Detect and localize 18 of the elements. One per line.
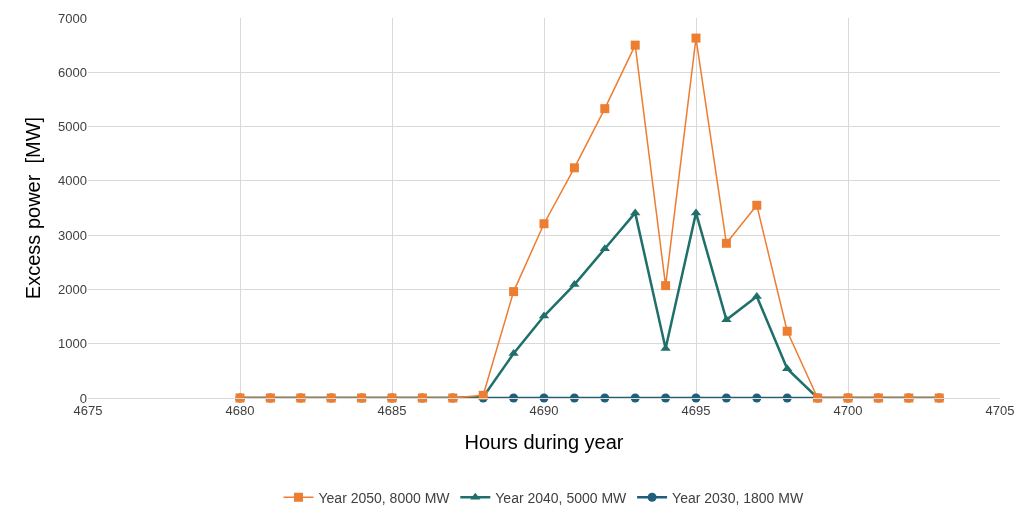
x-tick-label: 4695 [681,402,711,418]
legend-label: Year 2050, 8000 MW [318,489,451,506]
x-tick-label: 4700 [833,402,863,418]
x-tick-label: 4680 [225,402,255,418]
x-tick-label: 4685 [377,402,407,418]
y-tick-label: 7000 [58,10,87,26]
y-tick-label: 1000 [58,336,87,352]
y-tick-label: 5000 [58,119,87,135]
y-tick-label: 4000 [58,173,87,189]
x-tick-label: 4705 [985,402,1015,418]
y-tick-label: 2000 [58,281,87,297]
y-tick-label: 3000 [58,227,87,243]
y-tick-label: 6000 [58,64,87,80]
x-axis-title: Hours during year [464,431,624,454]
legend-label: Year 2040, 5000 MW [495,489,628,506]
y-axis-title: Excess power [MW] [21,116,44,300]
x-tick-label: 4690 [529,402,559,418]
legend-label: Year 2030, 1800 MW [672,489,804,506]
